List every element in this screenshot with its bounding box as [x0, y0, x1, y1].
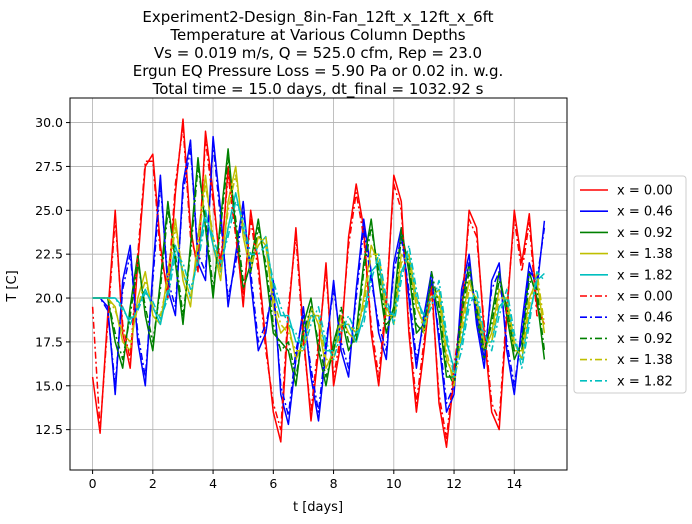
title-line-4: Ergun EQ Pressure Loss = 5.90 Pa or 0.02… — [133, 62, 504, 80]
x-tick-label: 4 — [209, 476, 217, 491]
y-tick-label: 17.5 — [35, 334, 63, 349]
x-tick-label: 14 — [506, 476, 522, 491]
y-tick-label: 30.0 — [35, 115, 63, 130]
x-tick-label: 8 — [330, 476, 338, 491]
series-line-9 — [92, 200, 545, 378]
legend-label: x = 1.38 — [617, 247, 673, 262]
y-tick-label: 12.5 — [35, 422, 63, 437]
legend-label: x = 1.38 — [617, 353, 673, 368]
legend-entries: x = 0.00 x = 0.46 x = 0.92 x = 1.38 x = 1.82… — [580, 184, 673, 389]
legend-label: x = 1.82 — [617, 374, 673, 389]
legend: x = 0.00 x = 0.46 x = 0.92 x = 1.38 x = 1.82… — [573, 175, 687, 394]
x-tick-label: 12 — [446, 476, 462, 491]
x-tick-label: 2 — [149, 476, 157, 491]
series-line-5 — [91, 125, 545, 440]
title-line-3: Vs = 0.019 m/s, Q = 525.0 cfm, Rep = 23.… — [154, 44, 482, 62]
legend-label: x = 0.46 — [617, 205, 673, 220]
x-tick-label: 10 — [386, 476, 402, 491]
y-tick-label: 27.5 — [35, 159, 63, 174]
chart-title: Experiment2-Design_8in-Fan_12ft_x_12ft_x… — [133, 8, 504, 99]
legend-label: x = 0.92 — [617, 226, 673, 241]
title-line-5: Total time = 15.0 days, dt_final = 1032.… — [152, 80, 484, 99]
legend-label: x = 0.46 — [617, 311, 673, 326]
series-line-8 — [92, 174, 546, 387]
x-tick-label: 0 — [89, 476, 97, 491]
y-axis-label: T [C] — [5, 270, 20, 302]
plot-frame — [69, 97, 568, 471]
x-axis-ticks: 0 2 4 6 8 10 12 14 — [89, 470, 522, 491]
y-tick-label: 25.0 — [35, 203, 63, 218]
y-axis-ticks: 12.5 15.0 17.5 20.0 22.5 25.0 27.5 30.0 — [35, 115, 70, 437]
y-tick-label: 22.5 — [35, 247, 63, 262]
title-line-1: Experiment2-Design_8in-Fan_12ft_x_12ft_x… — [142, 8, 493, 27]
legend-label: x = 0.92 — [617, 332, 673, 347]
legend-label: x = 0.00 — [617, 290, 673, 305]
y-tick-label: 15.0 — [35, 378, 63, 393]
x-tick-label: 6 — [269, 476, 277, 491]
series-line-6 — [92, 142, 546, 417]
y-tick-label: 20.0 — [35, 291, 63, 306]
x-axis-label: t [days] — [293, 500, 343, 515]
legend-label: x = 1.82 — [617, 268, 673, 283]
title-line-2: Temperature at Various Column Depths — [169, 26, 465, 44]
legend-label: x = 0.00 — [617, 184, 673, 199]
plot-series — [91, 118, 546, 448]
